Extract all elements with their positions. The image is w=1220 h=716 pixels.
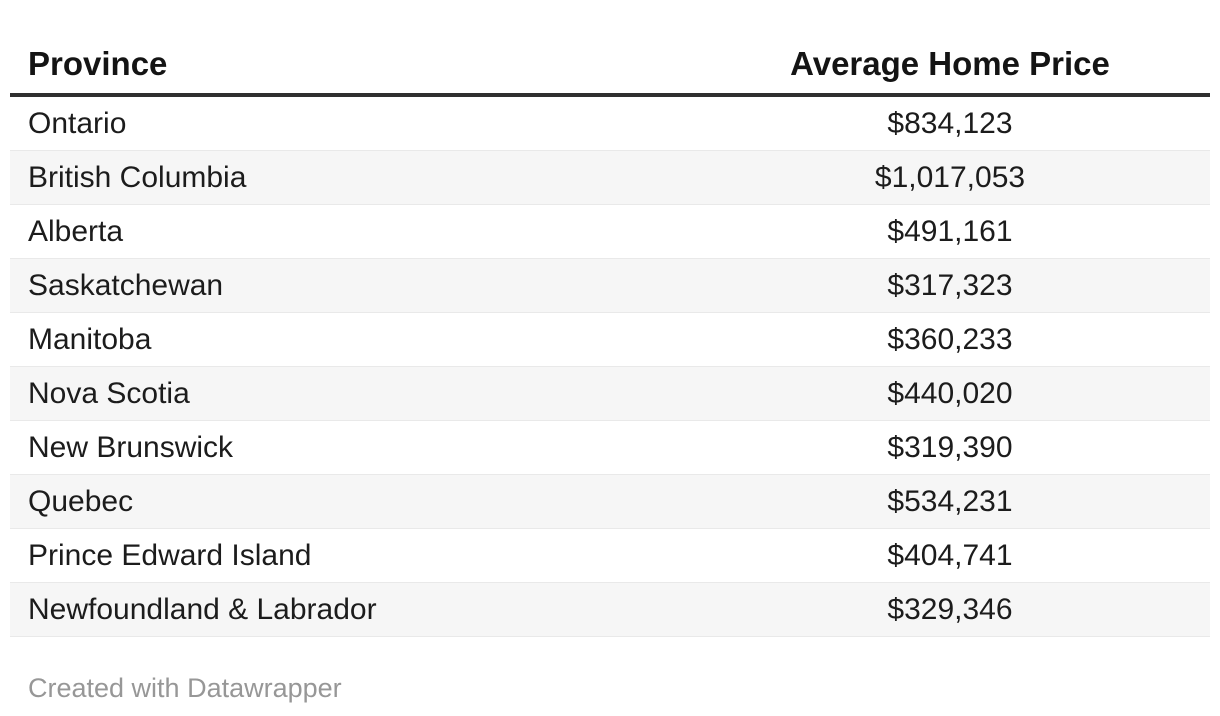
price-cell: $319,390 [887,430,1013,464]
province-cell: Nova Scotia [28,376,190,410]
price-cell: $1,017,053 [874,160,1026,194]
table-row-nova-scotia: Nova Scotia $440,020 [10,367,1210,421]
province-cell: Quebec [28,484,134,518]
table-row-alberta: Alberta $491,161 [10,205,1210,259]
datawrapper-credit-link[interactable]: Created with Datawrapper [28,673,342,703]
chart-footer: Created with Datawrapper [10,673,1210,704]
table-body: Ontario $834,123 British Columbia $1,017… [10,97,1210,637]
data-table: Province Average Home Price Ontario $834… [10,34,1210,637]
price-cell: $491,161 [887,214,1013,248]
column-header-average-home-price: Average Home Price [790,44,1110,82]
table-row-quebec: Quebec $534,231 [10,475,1210,529]
price-cell: $404,741 [887,538,1013,572]
province-cell: Saskatchewan [28,268,224,302]
province-cell: British Columbia [28,160,247,194]
price-cell: $534,231 [887,484,1013,518]
table-row-saskatchewan: Saskatchewan $317,323 [10,259,1210,313]
price-cell: $834,123 [887,106,1013,140]
table-row-newfoundland-labrador: Newfoundland & Labrador $329,346 [10,583,1210,637]
province-cell: Prince Edward Island [28,538,312,572]
column-header-province: Province [28,44,168,82]
price-cell: $360,233 [887,322,1013,356]
province-cell: New Brunswick [28,430,234,464]
table-row-new-brunswick: New Brunswick $319,390 [10,421,1210,475]
table-header-row: Province Average Home Price [10,34,1210,97]
price-cell: $317,323 [887,268,1013,302]
province-cell: Manitoba [28,322,152,356]
table-row-prince-edward-island: Prince Edward Island $404,741 [10,529,1210,583]
price-cell: $329,346 [887,592,1013,626]
table-row-manitoba: Manitoba $360,233 [10,313,1210,367]
province-cell: Newfoundland & Labrador [28,592,377,626]
table-row-british-columbia: British Columbia $1,017,053 [10,151,1210,205]
province-cell: Ontario [28,106,127,140]
table-row-ontario: Ontario $834,123 [10,97,1210,151]
province-cell: Alberta [28,214,124,248]
price-cell: $440,020 [887,376,1013,410]
